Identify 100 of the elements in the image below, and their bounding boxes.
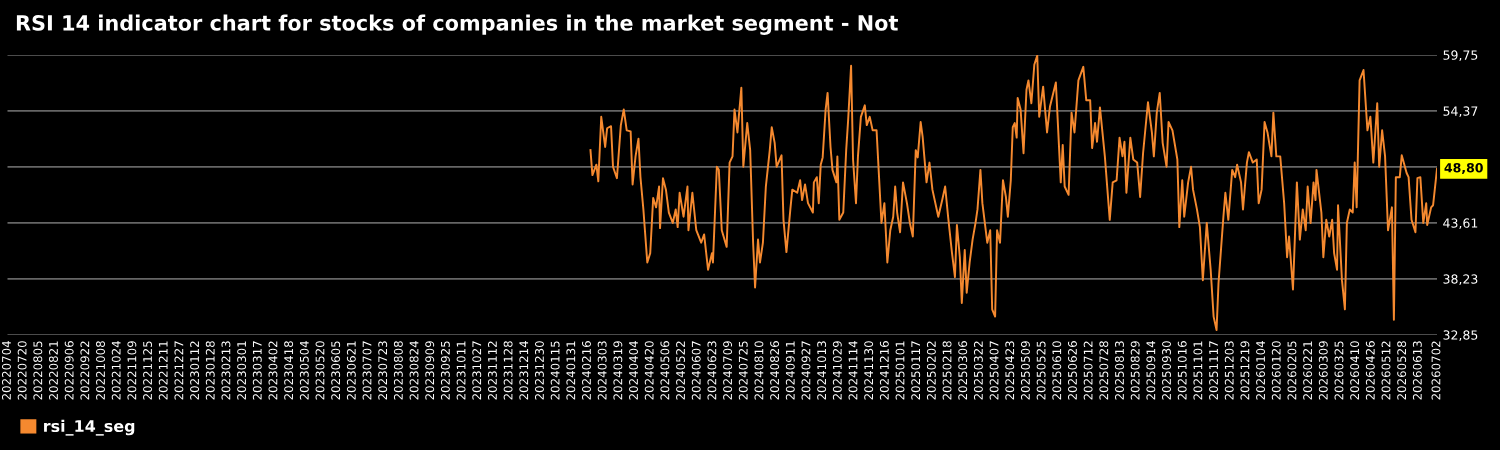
- x-tick-label: 20230112: [190, 341, 200, 400]
- x-tick-label: 20220805: [33, 341, 43, 400]
- y-tick-label: 38,23: [1443, 274, 1478, 286]
- x-tick-label: 20220906: [64, 341, 74, 400]
- x-tick-label: 20230909: [425, 341, 435, 400]
- x-tick-label: 20240404: [629, 341, 638, 400]
- x-tick-label: 20241114: [848, 341, 858, 400]
- x-tick-label: 20250101: [895, 341, 905, 400]
- line-series: [589, 54, 1437, 332]
- x-tick-label: 20250423: [1005, 341, 1015, 400]
- x-tick-label: 20240725: [738, 341, 748, 400]
- x-tick-label: 20251016: [1177, 341, 1187, 400]
- x-tick-label: 20260221: [1303, 341, 1313, 400]
- x-tick-label: 20220720: [17, 341, 27, 400]
- x-tick-label: 20260410: [1350, 341, 1360, 400]
- x-tick-label: 20230925: [440, 341, 450, 400]
- x-tick-label: 20221109: [127, 341, 137, 400]
- x-tick-label: 20240303: [597, 341, 607, 400]
- x-tick-label: 20231128: [503, 341, 513, 400]
- x-tick-label: 20251219: [1240, 341, 1250, 400]
- x-tick-label: 20221008: [96, 341, 105, 400]
- x-tick-label: 20250813: [1115, 341, 1124, 400]
- x-tick-label: 20260309: [1318, 341, 1328, 400]
- x-tick-label: 20240319: [613, 341, 623, 400]
- x-tick-label: 20240623: [707, 341, 717, 400]
- x-tick-label: 20240420: [644, 341, 654, 400]
- x-tick-label: 20230723: [378, 341, 388, 400]
- x-tick-label: 20230520: [315, 341, 325, 400]
- x-tick-label: 20221211: [158, 341, 168, 400]
- x-tick-label: 20230317: [252, 341, 262, 400]
- x-tick-label: 20260325: [1334, 341, 1344, 400]
- x-tick-label: 20231027: [472, 341, 482, 400]
- x-tick-label: 20260528: [1397, 341, 1407, 400]
- x-tick-label: 20220922: [80, 341, 90, 400]
- x-tick-label: 20240131: [566, 341, 576, 400]
- x-tick-label: 20220704: [2, 341, 11, 400]
- x-tick-label: 20260613: [1412, 341, 1422, 400]
- x-tick-label: 20251101: [1193, 341, 1203, 400]
- x-tick-label: 20250728: [1099, 341, 1109, 400]
- x-tick-label: 20241216: [879, 341, 889, 400]
- x-tick-label: 20260512: [1381, 341, 1391, 400]
- x-tick-label: 20230621: [346, 341, 356, 400]
- x-tick-label: 20250117: [911, 341, 921, 400]
- x-tick-label: 20230707: [362, 341, 372, 400]
- x-tick-label: 20230808: [393, 341, 403, 400]
- x-tick-label: 20250829: [1130, 341, 1140, 400]
- x-tick-label: 20260104: [1256, 341, 1266, 400]
- x-tick-label: 20250202: [926, 341, 936, 400]
- annotation: 48,80: [1444, 163, 1483, 175]
- x-tick-label: 20250509: [1020, 341, 1030, 400]
- legend-label: rsi_14_seg: [44, 419, 135, 436]
- x-tick-label: 20240911: [785, 341, 795, 400]
- x-tick-label: 20230418: [284, 341, 294, 400]
- x-tick-label: 20221227: [174, 341, 184, 400]
- x-tick-label: 20260426: [1365, 341, 1375, 400]
- x-tick-label: 20221024: [111, 341, 121, 400]
- x-tick-label: 20230301: [237, 341, 247, 400]
- x-tick-label: 20230504: [299, 341, 309, 400]
- x-tick-label: 20250322: [973, 341, 983, 400]
- x-tick-label: 20241130: [864, 341, 874, 400]
- x-tick-label: 20231230: [535, 341, 544, 400]
- x-tick-label: 20260702: [1431, 341, 1441, 400]
- x-tick-label: 20250930: [1162, 341, 1171, 400]
- x-tick-label: 20230402: [268, 341, 278, 400]
- x-tick-label: 20240709: [723, 341, 733, 400]
- x-tick-label: 20231011: [456, 341, 466, 400]
- x-tick-label: 20250407: [989, 341, 999, 400]
- x-tick-label: 20240607: [691, 341, 701, 400]
- x-tick-label: 20240826: [770, 341, 780, 400]
- y-tick-label: 32,85: [1443, 330, 1478, 341]
- y-tick-label: 54,37: [1443, 106, 1478, 118]
- x-tick-label: 20240115: [550, 341, 560, 400]
- x-tick-label: 20230213: [221, 341, 231, 400]
- x-tick-label: 20251117: [1209, 341, 1219, 400]
- x-tick-label: 20220821: [49, 341, 58, 400]
- x-tick-label: 20250610: [1052, 341, 1062, 400]
- x-tick-label: 20240216: [582, 341, 591, 400]
- x-tick-label: 20250712: [1083, 341, 1093, 400]
- x-tick-label: 20241029: [832, 341, 842, 400]
- x-tick-label: 20250218: [942, 341, 952, 400]
- x-tick-label: 20230824: [409, 341, 419, 400]
- x-tick-label: 20240522: [676, 341, 686, 400]
- x-tick-label: 20240506: [660, 341, 670, 400]
- x-tick-label: 20260120: [1271, 341, 1281, 400]
- x-tick-label: 20230128: [205, 341, 215, 400]
- x-tick-label: 20231112: [487, 341, 497, 400]
- x-tick-label: 20221125: [143, 341, 153, 400]
- x-tick-label: 20250914: [1146, 341, 1156, 400]
- x-tick-label: 20250525: [1036, 341, 1046, 400]
- x-tick-label: 20230605: [331, 341, 341, 400]
- x-tick-label: 20241013: [817, 341, 827, 400]
- x-tick-label: 20250306: [958, 341, 968, 400]
- y-tick-label: 59,75: [1443, 50, 1478, 62]
- x-tick-label: 20250626: [1068, 341, 1077, 400]
- x-tick-label: 20231214: [519, 341, 529, 400]
- x-tick-label: 20251203: [1224, 341, 1234, 400]
- x-tick-label: 20240927: [801, 341, 811, 400]
- chart-title: RSI 14 indicator chart for stocks of companies in the market segment - Not: [16, 14, 898, 35]
- x-tick-label: 20240810: [754, 341, 764, 400]
- x-tick-label: 20260205: [1287, 341, 1297, 400]
